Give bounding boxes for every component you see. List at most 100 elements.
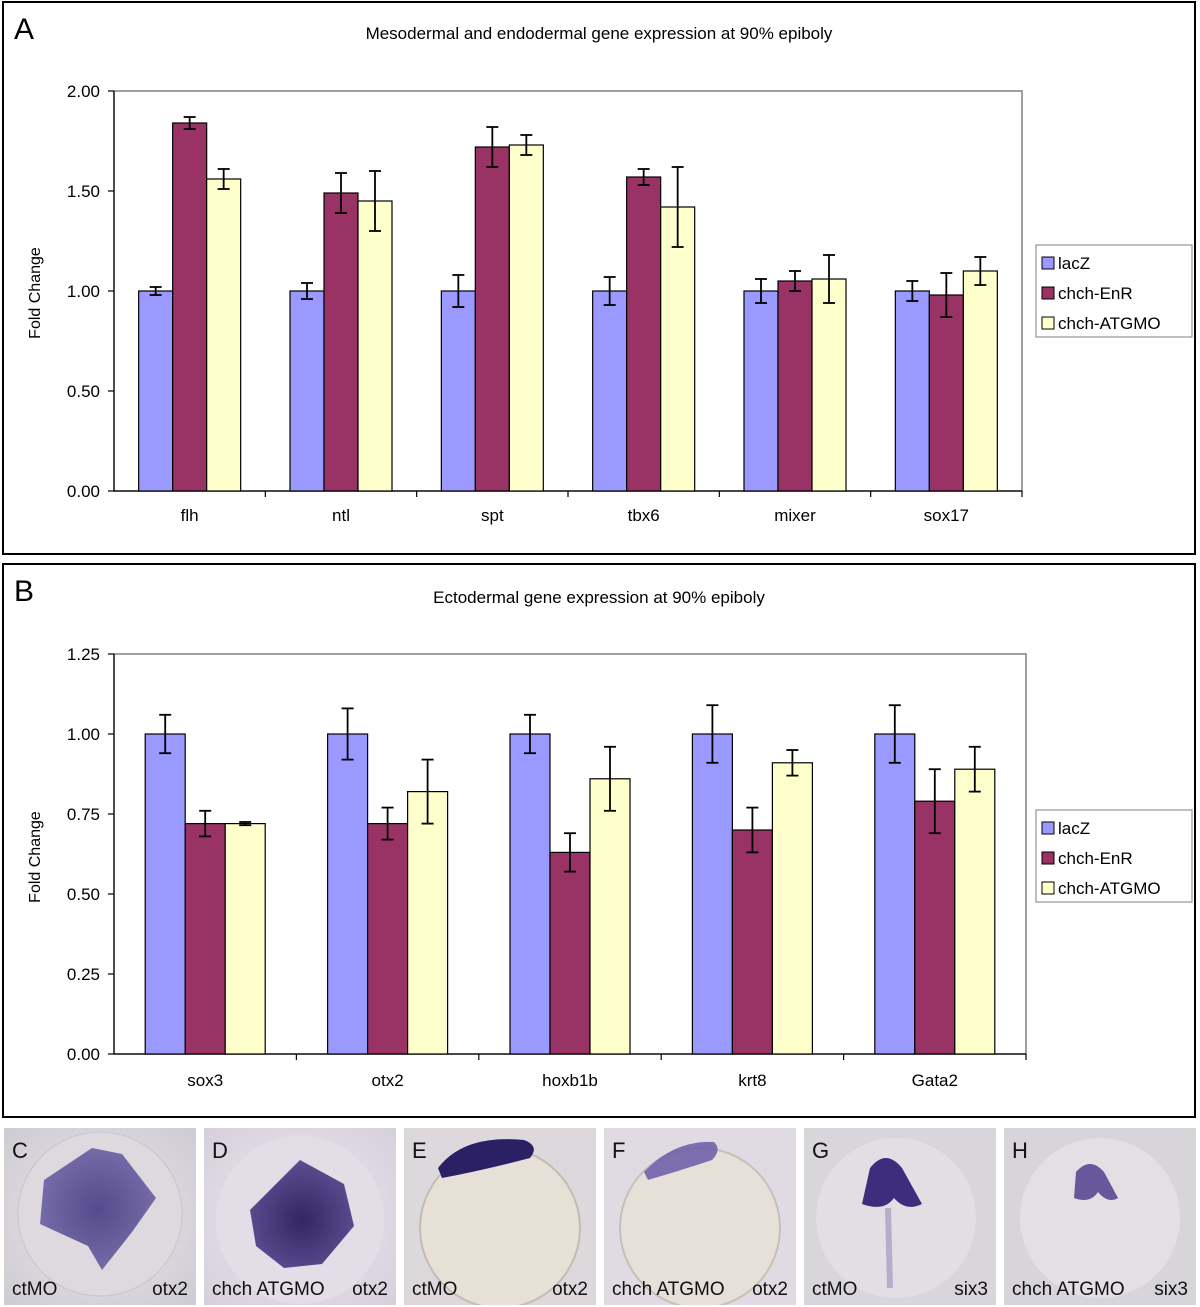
bar-chch-EnR-mixer xyxy=(777,280,813,492)
legend-label-lacZ: lacZ xyxy=(1058,819,1090,838)
bar-lacZ-krt8 xyxy=(691,733,734,1055)
y-tick-label: 0.25 xyxy=(67,965,100,984)
bar-chch-ATGMO-Gata2 xyxy=(954,768,996,1055)
plot-area xyxy=(113,90,1023,492)
y-tick-label: 1.00 xyxy=(67,282,100,301)
bar-chch-EnR-krt8 xyxy=(731,829,774,1055)
embryo-image-c xyxy=(4,1128,196,1305)
photo-caption-left: ctMO xyxy=(812,1279,858,1300)
x-category-label: krt8 xyxy=(738,1071,766,1090)
photo-letter: G xyxy=(812,1138,830,1163)
chart-title: Ectodermal gene expression at 90% epibol… xyxy=(433,588,765,607)
y-tick-label: 1.50 xyxy=(67,182,100,201)
photo-letter: D xyxy=(212,1138,228,1163)
bar-chch-EnR-sox3 xyxy=(184,823,226,1055)
chart-panel-a: A Mesodermal and endodermal gene express… xyxy=(2,1,1196,555)
x-category-label: hoxb1b xyxy=(542,1071,598,1090)
bar-chch-EnR-sox17 xyxy=(928,294,964,492)
legend-label-chch-ATGMO: chch-ATGMO xyxy=(1058,314,1161,333)
chart-panel-b: B Ectodermal gene expression at 90% epib… xyxy=(2,563,1196,1118)
bar-chch-EnR-ntl xyxy=(323,192,359,492)
bar-chch-EnR-tbx6 xyxy=(626,176,662,492)
x-category-label: otx2 xyxy=(372,1071,404,1090)
photo-letter: C xyxy=(12,1138,28,1163)
bar-lacZ-sox3 xyxy=(144,733,186,1055)
legend-swatch-chch-ATGMO xyxy=(1041,881,1055,895)
bar-chch-ATGMO-spt xyxy=(508,144,544,492)
embryo-photo-g: G ctMO six3 xyxy=(804,1128,996,1305)
embryo-photo-d: D chch ATGMO otx2 xyxy=(204,1128,396,1305)
bar-chch-EnR-otx2 xyxy=(367,823,409,1055)
y-tick-label: 0.50 xyxy=(67,382,100,401)
bar-chch-ATGMO-otx2 xyxy=(407,791,449,1055)
bar-lacZ-sox17 xyxy=(894,290,930,492)
bar-chch-ATGMO-tbx6 xyxy=(660,206,696,492)
bar-lacZ-Gata2 xyxy=(874,733,916,1055)
y-axis-label: Fold Change xyxy=(27,247,44,339)
photo-caption-left: ctMO xyxy=(412,1279,458,1300)
bar-chch-ATGMO-mixer xyxy=(811,278,847,492)
legend-label-chch-ATGMO: chch-ATGMO xyxy=(1058,879,1161,898)
legend-label-chch-EnR: chch-EnR xyxy=(1058,849,1133,868)
photo-caption-left: ctMO xyxy=(12,1279,58,1300)
photo-caption-right: six3 xyxy=(954,1279,988,1300)
x-category-label: spt xyxy=(481,506,504,525)
chart-b-svg: Ectodermal gene expression at 90% epibol… xyxy=(27,588,1193,1090)
legend-swatch-chch-EnR xyxy=(1041,286,1055,300)
y-tick-label: 2.00 xyxy=(67,82,100,101)
embryo-photo-c: C ctMO otx2 xyxy=(4,1128,196,1305)
photo-letter: F xyxy=(612,1138,626,1163)
photo-caption-left: chch ATGMO xyxy=(612,1279,725,1300)
photo-letter: H xyxy=(1012,1138,1028,1163)
embryo-image-d xyxy=(204,1128,396,1305)
y-tick-label: 0.00 xyxy=(67,1045,100,1064)
y-tick-label: 0.00 xyxy=(67,482,100,501)
y-tick-label: 1.00 xyxy=(67,725,100,744)
photo-letter: E xyxy=(412,1138,427,1163)
y-axis-label: Fold Change xyxy=(27,811,44,903)
embryo-image-e xyxy=(404,1128,596,1305)
embryo-image-h xyxy=(1004,1128,1196,1305)
x-category-label: flh xyxy=(181,506,199,525)
x-category-label: sox17 xyxy=(924,506,969,525)
embryo-image-f xyxy=(604,1128,796,1305)
bar-lacZ-flh xyxy=(138,290,174,492)
legend-swatch-chch-EnR xyxy=(1041,851,1055,865)
chart-a-svg: Mesodermal and endodermal gene expressio… xyxy=(27,24,1193,525)
photo-caption-right: otx2 xyxy=(752,1279,788,1300)
y-tick-label: 0.75 xyxy=(67,805,100,824)
x-category-label: mixer xyxy=(774,506,816,525)
bar-lacZ-spt xyxy=(440,290,476,492)
legend-box xyxy=(1035,809,1193,903)
photo-caption-right: otx2 xyxy=(352,1279,388,1300)
x-category-label: ntl xyxy=(332,506,350,525)
bar-lacZ-mixer xyxy=(743,290,779,492)
bar-chch-EnR-spt xyxy=(474,146,510,492)
chart-title: Mesodermal and endodermal gene expressio… xyxy=(366,24,833,43)
photo-caption-left: chch ATGMO xyxy=(212,1279,325,1300)
panel-letter-a: A xyxy=(14,13,35,46)
x-category-label: tbx6 xyxy=(628,506,660,525)
bar-chch-EnR-Gata2 xyxy=(914,800,956,1055)
bar-chch-ATGMO-sox17 xyxy=(962,270,998,492)
embryo-image-g xyxy=(804,1128,996,1305)
bar-chch-ATGMO-flh xyxy=(206,178,242,492)
bar-chch-EnR-flh xyxy=(172,122,208,492)
x-category-label: Gata2 xyxy=(912,1071,958,1090)
legend-label-lacZ: lacZ xyxy=(1058,254,1090,273)
bar-chch-EnR-hoxb1b xyxy=(549,851,591,1055)
legend-swatch-lacZ xyxy=(1041,821,1055,835)
bar-chch-ATGMO-ntl xyxy=(357,200,393,492)
legend-swatch-lacZ xyxy=(1041,256,1055,270)
bar-lacZ-otx2 xyxy=(327,733,369,1055)
legend-swatch-chch-ATGMO xyxy=(1041,316,1055,330)
y-tick-label: 0.50 xyxy=(67,885,100,904)
bar-lacZ-ntl xyxy=(289,290,325,492)
legend-label-chch-EnR: chch-EnR xyxy=(1058,284,1133,303)
bar-chch-ATGMO-krt8 xyxy=(771,762,814,1055)
legend-box xyxy=(1035,244,1193,338)
bar-chch-ATGMO-sox3 xyxy=(224,823,266,1055)
photo-caption-right: otx2 xyxy=(552,1279,588,1300)
bar-chch-ATGMO-hoxb1b xyxy=(589,778,631,1055)
embryo-photo-row: C ctMO otx2 D chch ATGMO otx2 E ctMO otx… xyxy=(0,1124,1200,1307)
